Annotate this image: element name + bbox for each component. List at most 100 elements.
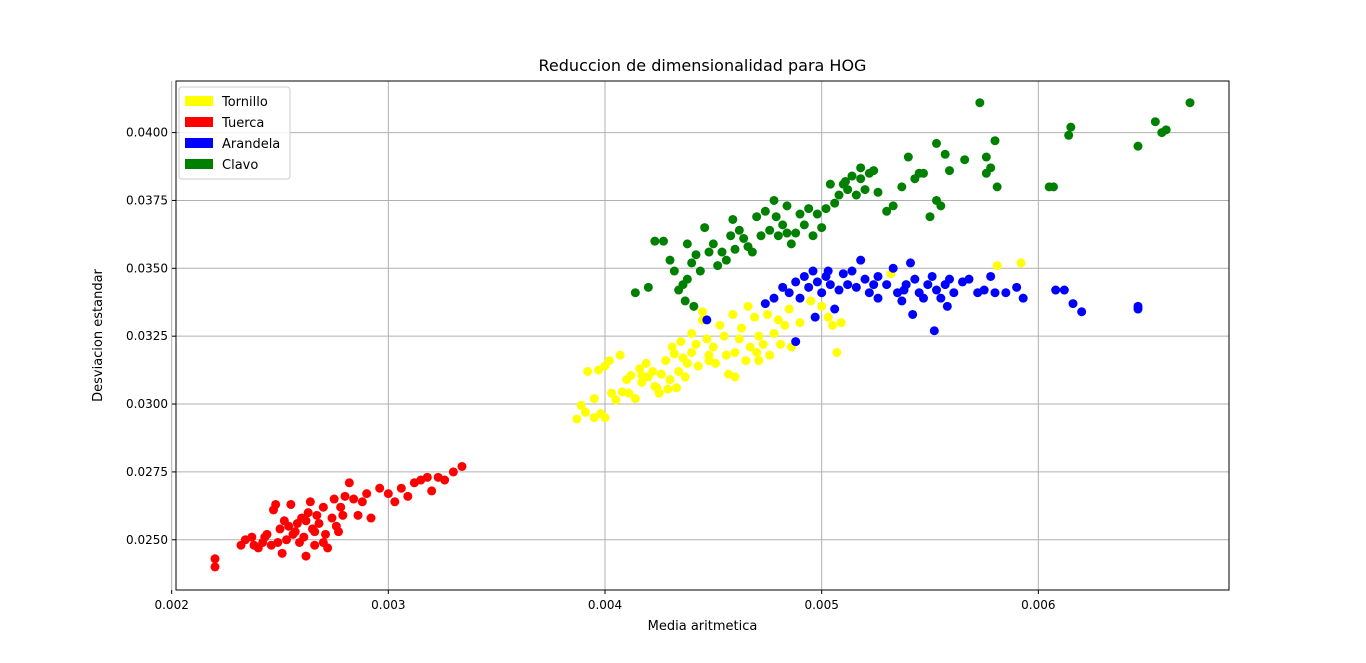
point-clavo <box>691 250 701 260</box>
point-arandela <box>856 255 866 265</box>
point-arandela <box>897 296 907 306</box>
point-arandela <box>791 337 801 347</box>
point-tornillo <box>817 301 827 311</box>
point-tornillo <box>589 394 599 404</box>
point-arandela <box>945 274 954 284</box>
point-clavo <box>747 247 757 257</box>
point-tuerca <box>260 532 270 542</box>
point-clavo <box>630 288 640 298</box>
point-clavo <box>782 228 792 238</box>
point-clavo <box>1133 141 1143 151</box>
point-tornillo <box>693 361 703 371</box>
point-arandela <box>869 280 879 290</box>
point-clavo <box>721 255 731 265</box>
point-tornillo <box>743 301 753 311</box>
point-tuerca <box>329 494 339 504</box>
point-tuerca <box>357 497 367 507</box>
legend-swatch-arandela <box>185 138 213 148</box>
point-clavo <box>830 198 840 208</box>
point-tornillo <box>676 337 686 347</box>
point-clavo <box>708 239 718 249</box>
point-clavo <box>773 231 783 241</box>
legend-swatch-tornillo <box>185 96 213 106</box>
x-tick-label: 0.002 <box>154 598 188 612</box>
point-clavo <box>932 138 941 148</box>
point-tuerca <box>383 489 393 499</box>
point-tuerca <box>362 489 372 499</box>
point-clavo <box>1161 125 1171 135</box>
point-tuerca <box>375 483 385 493</box>
point-clavo <box>825 179 835 189</box>
point-arandela <box>808 266 818 276</box>
point-clavo <box>713 261 723 271</box>
point-tuerca <box>310 540 320 550</box>
point-tuerca <box>318 537 328 547</box>
point-clavo <box>650 236 660 246</box>
point-clavo <box>687 258 697 268</box>
point-arandela <box>804 282 814 292</box>
point-tuerca <box>422 472 432 482</box>
point-tuerca <box>353 510 363 520</box>
point-clavo <box>804 204 814 214</box>
point-tornillo <box>698 307 707 317</box>
point-clavo <box>1066 122 1076 132</box>
point-tornillo <box>665 375 675 385</box>
point-arandela <box>990 288 1000 298</box>
point-clavo <box>860 185 870 195</box>
point-tornillo <box>600 413 610 423</box>
point-arandela <box>942 301 952 311</box>
point-tornillo <box>626 371 636 381</box>
legend-swatch-clavo <box>185 159 213 169</box>
point-clavo <box>821 204 831 214</box>
point-clavo <box>975 98 985 108</box>
point-tornillo <box>752 347 762 357</box>
point-tornillo <box>769 328 779 338</box>
point-arandela <box>860 274 870 284</box>
point-clavo <box>799 220 809 230</box>
point-clavo <box>847 171 857 181</box>
point-tornillo <box>836 318 846 328</box>
point-tuerca <box>249 540 259 550</box>
y-tick-label: 0.0375 <box>126 193 168 207</box>
point-clavo <box>769 195 779 205</box>
point-tornillo <box>607 388 616 398</box>
point-clavo <box>869 166 879 176</box>
point-tornillo <box>737 323 746 333</box>
point-tornillo <box>615 350 625 360</box>
point-tornillo <box>721 350 731 360</box>
point-arandela <box>1012 282 1022 292</box>
point-clavo <box>856 163 866 173</box>
point-tornillo <box>691 339 701 349</box>
point-tornillo <box>572 414 582 424</box>
point-clavo <box>932 195 941 205</box>
point-arandela <box>923 280 933 290</box>
point-tuerca <box>247 532 257 542</box>
y-tick-label: 0.0250 <box>126 533 168 547</box>
point-arandela <box>769 293 779 303</box>
point-clavo <box>786 239 796 249</box>
point-arandela <box>795 293 805 303</box>
x-tick-label: 0.005 <box>804 598 838 612</box>
point-clavo <box>812 209 822 219</box>
data-points <box>210 98 1195 572</box>
point-arandela <box>760 299 770 309</box>
point-tornillo <box>780 320 790 330</box>
point-clavo <box>689 301 699 311</box>
point-tuerca <box>303 508 313 518</box>
point-arandela <box>986 271 996 281</box>
point-tornillo <box>730 372 740 382</box>
point-clavo <box>1185 98 1195 108</box>
point-clavo <box>682 239 692 249</box>
point-tornillo <box>672 383 681 393</box>
point-tornillo <box>661 356 671 366</box>
point-arandela <box>908 309 918 319</box>
point-clavo <box>808 231 818 241</box>
point-tornillo <box>734 334 744 344</box>
point-clavo <box>1049 182 1058 192</box>
point-tornillo <box>745 342 755 352</box>
point-tornillo <box>715 320 725 330</box>
point-tuerca <box>299 532 309 542</box>
point-tornillo <box>583 366 593 376</box>
point-tornillo <box>630 394 640 404</box>
